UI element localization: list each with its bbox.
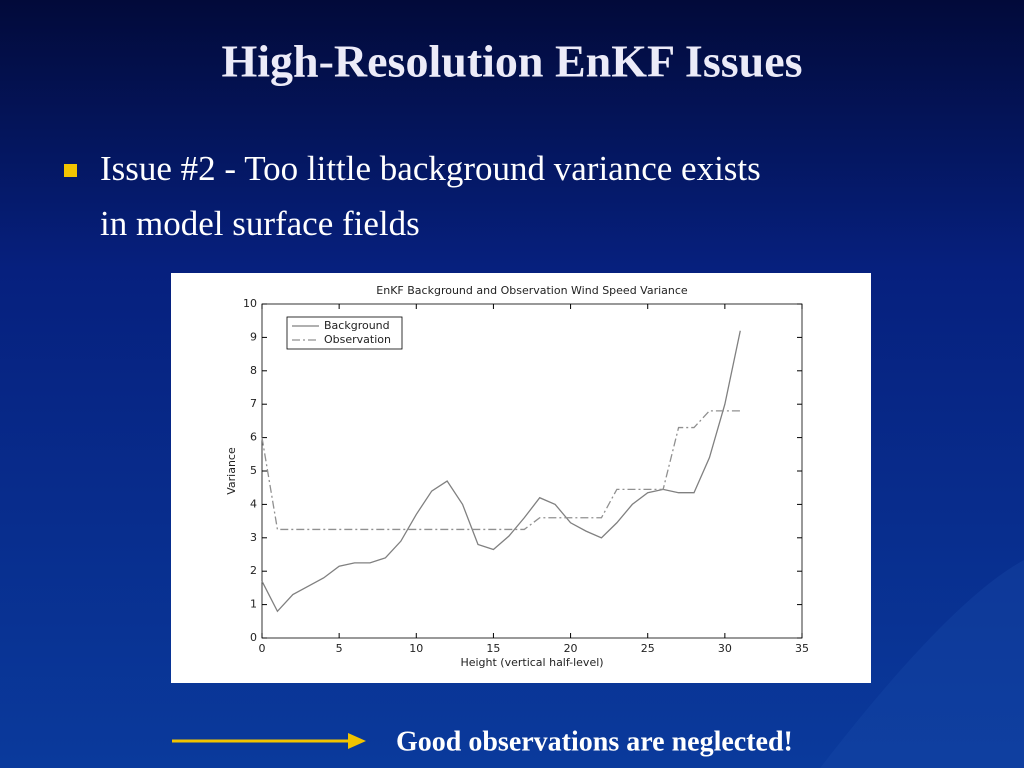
data-line [261, 410, 741, 531]
x-tick-label: 30 [718, 642, 732, 655]
y-tick-label: 7 [250, 397, 257, 410]
arrow-head [348, 733, 366, 749]
chart-title: EnKF Background and Observation Wind Spe… [376, 284, 688, 297]
legend-label: Observation [324, 333, 391, 346]
x-tick-label: 35 [795, 642, 809, 655]
y-tick-label: 5 [250, 464, 257, 477]
x-axis-label: Height (vertical half-level) [460, 656, 603, 669]
slide-title: High-Resolution EnKF Issues [221, 36, 802, 87]
x-tick-label: 5 [336, 642, 343, 655]
x-tick-label: 0 [259, 642, 266, 655]
bullet-text: Issue #2 - Too little background varianc… [100, 149, 761, 188]
y-tick-label: 2 [250, 564, 257, 577]
x-tick-label: 10 [409, 642, 423, 655]
y-tick-label: 0 [250, 631, 257, 644]
bullet-text: in model surface fields [100, 204, 420, 243]
bullet-marker [64, 164, 77, 177]
chart: EnKF Background and Observation Wind Spe… [225, 284, 809, 669]
legend-box [286, 316, 403, 350]
y-tick-label: 1 [250, 598, 257, 611]
y-tick-label: 9 [250, 330, 257, 343]
y-tick-label: 10 [243, 297, 257, 310]
x-tick-label: 15 [486, 642, 500, 655]
y-axis-label: Variance [225, 447, 238, 495]
y-tick-label: 6 [250, 431, 257, 444]
y-tick-label: 4 [250, 497, 257, 510]
x-tick-label: 25 [641, 642, 655, 655]
y-tick-label: 8 [250, 364, 257, 377]
x-tick-label: 20 [564, 642, 578, 655]
note: Good observations are neglected! [396, 726, 793, 757]
legend-label: Background [324, 319, 390, 332]
chart-panel [171, 273, 871, 683]
decoration [820, 560, 1024, 768]
y-tick-label: 3 [250, 531, 257, 544]
